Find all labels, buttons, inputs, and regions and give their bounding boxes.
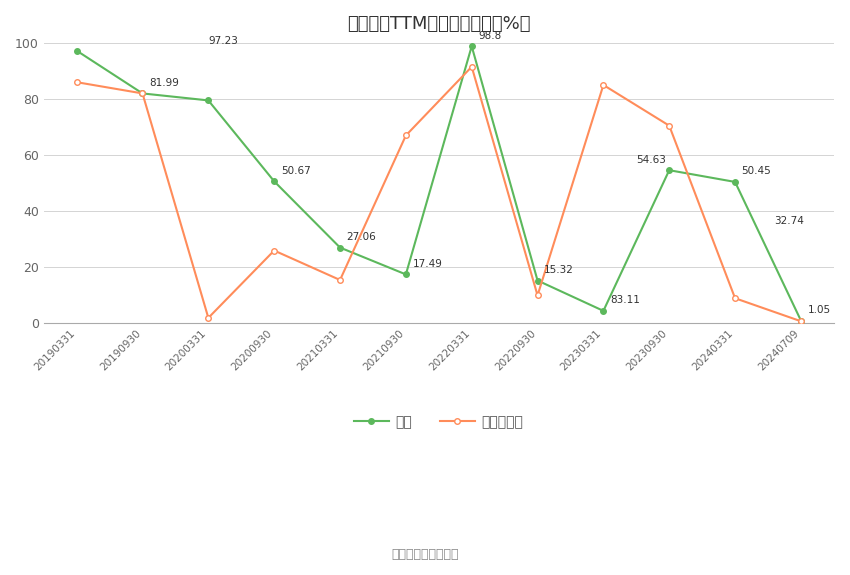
Text: 83.11: 83.11 (610, 295, 640, 305)
Text: 81.99: 81.99 (149, 78, 179, 88)
Text: 98.8: 98.8 (479, 30, 502, 41)
Text: 54.63: 54.63 (637, 155, 666, 164)
Text: 27.06: 27.06 (347, 232, 377, 242)
Text: 50.67: 50.67 (280, 166, 310, 176)
Text: 17.49: 17.49 (412, 259, 442, 269)
Text: 50.45: 50.45 (742, 166, 772, 177)
Legend: 公司, 行业中位数: 公司, 行业中位数 (348, 409, 530, 434)
Title: 市净率（TTM）历史百分位（%）: 市净率（TTM）历史百分位（%） (347, 15, 530, 33)
Text: 15.32: 15.32 (544, 265, 574, 275)
Text: 32.74: 32.74 (774, 216, 804, 226)
Text: 1.05: 1.05 (808, 305, 830, 315)
Text: 97.23: 97.23 (208, 36, 238, 47)
Text: 数据来源：恒生聚源: 数据来源：恒生聚源 (391, 548, 459, 561)
